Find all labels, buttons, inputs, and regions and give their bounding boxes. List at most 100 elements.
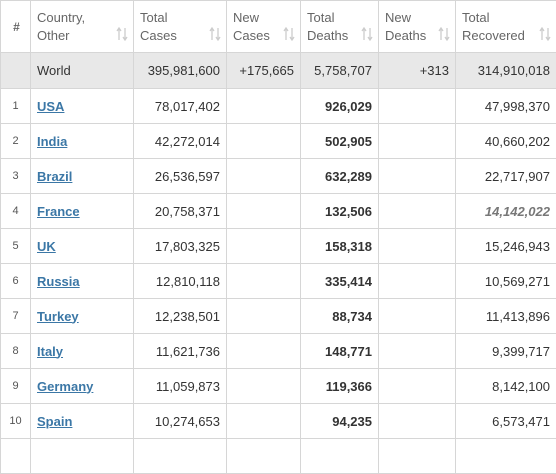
cell: 10 <box>1 404 31 439</box>
cell: Spain <box>31 404 134 439</box>
cell <box>227 439 301 474</box>
cell <box>379 194 456 229</box>
country-row: 1 USA 78,017,402 926,029 47,998,370 <box>1 89 556 124</box>
cell: 9 <box>1 369 31 404</box>
cell: 1 <box>1 89 31 124</box>
cell <box>1 53 31 89</box>
column-header[interactable]: Total Recovered <box>456 1 556 53</box>
cell: 47,998,370 <box>456 89 556 124</box>
sort-icon <box>539 27 551 41</box>
cell: +175,665 <box>227 53 301 89</box>
header-label: Total Deaths <box>307 10 348 43</box>
country-link[interactable]: Turkey <box>37 309 79 324</box>
cell: 314,910,018 <box>456 53 556 89</box>
sort-icon <box>209 27 221 41</box>
cell <box>456 439 556 474</box>
country-link[interactable]: Brazil <box>37 169 72 184</box>
cell: 926,029 <box>301 89 379 124</box>
column-header[interactable]: Country, Other <box>31 1 134 53</box>
cell: Russia <box>31 264 134 299</box>
cell: 3 <box>1 159 31 194</box>
cell <box>379 89 456 124</box>
country-link[interactable]: USA <box>37 99 64 114</box>
column-header[interactable]: New Cases <box>227 1 301 53</box>
cell: Brazil <box>31 159 134 194</box>
header-label: Total Recovered <box>462 10 525 43</box>
cell: 5 <box>1 229 31 264</box>
country-link[interactable]: India <box>37 134 67 149</box>
cell <box>227 404 301 439</box>
cell <box>31 439 134 474</box>
cell <box>227 159 301 194</box>
country-link[interactable]: UK <box>37 239 56 254</box>
cell: 335,414 <box>301 264 379 299</box>
cell <box>227 264 301 299</box>
cell: 17,803,325 <box>134 229 227 264</box>
country-link[interactable]: Germany <box>37 379 93 394</box>
cell: 94,235 <box>301 404 379 439</box>
cell: 11,413,896 <box>456 299 556 334</box>
sort-icon <box>361 27 373 41</box>
cell <box>227 299 301 334</box>
country-link[interactable]: Spain <box>37 414 72 429</box>
cell <box>227 229 301 264</box>
cell <box>379 404 456 439</box>
column-header[interactable]: New Deaths <box>379 1 456 53</box>
cell: 632,289 <box>301 159 379 194</box>
column-header[interactable]: Total Cases <box>134 1 227 53</box>
cell: 15,246,943 <box>456 229 556 264</box>
country-link[interactable]: Russia <box>37 274 80 289</box>
cell: 14,142,022 <box>456 194 556 229</box>
cell: 78,017,402 <box>134 89 227 124</box>
cell: 40,660,202 <box>456 124 556 159</box>
cell: 9,399,717 <box>456 334 556 369</box>
partial-row <box>1 439 556 474</box>
page: #Country, Other Total Cases New Cases Total… <box>0 0 556 446</box>
country-row: 9 Germany 11,059,873 119,366 8,142,100 <box>1 369 556 404</box>
cell: 12,810,118 <box>134 264 227 299</box>
cell: 502,905 <box>301 124 379 159</box>
header-label: New Cases <box>233 10 270 43</box>
cell: UK <box>31 229 134 264</box>
sort-icon <box>116 27 128 41</box>
cell <box>301 439 379 474</box>
header-row: #Country, Other Total Cases New Cases Total… <box>1 1 556 53</box>
cell <box>379 334 456 369</box>
cell <box>134 439 227 474</box>
header-label: New Deaths <box>385 10 426 43</box>
country-link[interactable]: France <box>37 204 80 219</box>
cell: 10,274,653 <box>134 404 227 439</box>
country-row: 3 Brazil 26,536,597 632,289 22,717,907 <box>1 159 556 194</box>
cell: Germany <box>31 369 134 404</box>
cell: USA <box>31 89 134 124</box>
sort-icon <box>438 27 450 41</box>
cell <box>227 369 301 404</box>
cell: 88,734 <box>301 299 379 334</box>
cell: 8,142,100 <box>456 369 556 404</box>
cell: 26,536,597 <box>134 159 227 194</box>
cell: 11,059,873 <box>134 369 227 404</box>
header-label: Total Cases <box>140 10 177 43</box>
cell: 22,717,907 <box>456 159 556 194</box>
cell: 395,981,600 <box>134 53 227 89</box>
cell: Italy <box>31 334 134 369</box>
cell <box>227 89 301 124</box>
column-header: # <box>1 1 31 53</box>
cell: France <box>31 194 134 229</box>
cell <box>227 124 301 159</box>
header-label: Country, Other <box>37 10 85 43</box>
country-link[interactable]: Italy <box>37 344 63 359</box>
cell: 4 <box>1 194 31 229</box>
cell: 20,758,371 <box>134 194 227 229</box>
cell: 119,366 <box>301 369 379 404</box>
cell: 2 <box>1 124 31 159</box>
cell <box>379 299 456 334</box>
column-header[interactable]: Total Deaths <box>301 1 379 53</box>
cell <box>379 369 456 404</box>
